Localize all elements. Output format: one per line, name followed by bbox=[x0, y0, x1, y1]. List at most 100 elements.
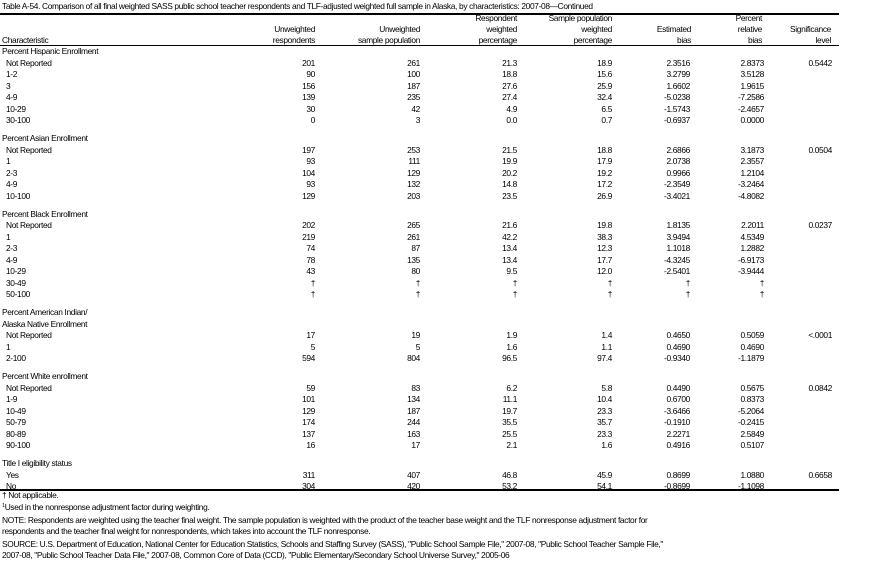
table-row: 2-3 74 87 13.4 12.3 1.1018 1.2882 bbox=[0, 243, 889, 255]
cell-unweighted-respondents: 129 bbox=[302, 405, 315, 416]
table-row: 10-29 30 42 4.9 6.5 -1.5743 -2.4657 bbox=[0, 104, 889, 116]
cell-sample-weighted-pct: 1.1 bbox=[601, 341, 612, 352]
cell-estimated-bias: 0.8699 bbox=[666, 469, 690, 480]
group-header-row: Title I eligibility status bbox=[0, 458, 889, 470]
cell-unweighted-sample: 187 bbox=[407, 405, 420, 416]
cell-relative-bias: 2.3557 bbox=[740, 156, 764, 166]
cell-respondent-weighted-pct: 13.4 bbox=[502, 254, 517, 265]
cell-respondent-weighted-pct: † bbox=[512, 289, 518, 299]
cell-sample-weighted-pct: 19.8 bbox=[597, 220, 612, 230]
cell-estimated-bias: 0.4690 bbox=[666, 341, 690, 352]
row-label: 2-100 bbox=[6, 353, 26, 363]
cell-unweighted-respondents: 0 bbox=[310, 115, 316, 125]
table-row: 10-100 129 203 23.5 26.9 -3.4021 -4.8082 bbox=[0, 191, 889, 203]
cell-respondent-weighted-pct: 53.2 bbox=[502, 481, 517, 491]
cell-respondent-weighted-pct: 6.2 bbox=[506, 382, 517, 393]
header-sample-weighted: Sample population weighted percentage bbox=[548, 13, 613, 46]
cell-relative-bias: -1.1879 bbox=[738, 353, 764, 363]
header-text: Unweighted bbox=[274, 24, 315, 34]
cell-sample-weighted-pct: 19.2 bbox=[597, 167, 612, 178]
row-label: Not Reported bbox=[6, 57, 52, 68]
table-row: Not Reported 17 19 1.9 1.4 0.4650 0.5059 <.0001 bbox=[0, 330, 889, 342]
cell-sample-weighted-pct: 18.8 bbox=[597, 144, 612, 155]
cell-relative-bias: 1.2104 bbox=[740, 167, 764, 178]
note-line-2: respondents and the teacher final weight… bbox=[2, 526, 371, 536]
cell-relative-bias: 0.0000 bbox=[740, 115, 764, 125]
cell-unweighted-respondents: 219 bbox=[302, 231, 315, 242]
cell-unweighted-respondents: 78 bbox=[306, 254, 315, 265]
cell-unweighted-respondents: 59 bbox=[306, 382, 315, 393]
cell-estimated-bias: -2.5401 bbox=[664, 266, 690, 276]
top-rule bbox=[0, 13, 839, 15]
footnote-text: Used in the nonresponse adjustment facto… bbox=[4, 502, 210, 512]
cell-estimated-bias: 1.1018 bbox=[666, 243, 690, 253]
cell-relative-bias: -4.8082 bbox=[738, 190, 764, 201]
header-text: Sample population bbox=[548, 13, 613, 23]
cell-respondent-weighted-pct: 1.9 bbox=[506, 330, 517, 340]
cell-estimated-bias: † bbox=[685, 289, 691, 299]
header-text: bias bbox=[748, 35, 762, 45]
cell-sample-weighted-pct: 17.9 bbox=[597, 156, 612, 166]
cell-respondent-weighted-pct: 46.8 bbox=[502, 469, 517, 480]
cell-unweighted-sample: 132 bbox=[407, 179, 420, 189]
cell-relative-bias: -5.2064 bbox=[738, 405, 764, 416]
cell-respondent-weighted-pct: 18.8 bbox=[502, 69, 517, 79]
row-label: 1 bbox=[6, 231, 11, 242]
group-header-row: Percent Black Enrollment bbox=[0, 209, 889, 221]
cell-unweighted-respondents: 129 bbox=[302, 190, 315, 201]
table-row: 50-100 † † † † † † bbox=[0, 289, 889, 301]
cell-relative-bias: 1.9615 bbox=[740, 80, 764, 91]
cell-sample-weighted-pct: 23.3 bbox=[597, 405, 612, 416]
cell-respondent-weighted-pct: 25.5 bbox=[502, 428, 517, 439]
cell-unweighted-respondents: 594 bbox=[302, 353, 315, 363]
cell-unweighted-sample: 163 bbox=[407, 428, 420, 439]
header-text: bias bbox=[677, 35, 691, 45]
header-estimated-bias: Estimated bias bbox=[657, 14, 691, 46]
group-label: Alaska Native Enrollment bbox=[2, 318, 88, 329]
cell-sample-weighted-pct: 54.1 bbox=[597, 481, 612, 491]
row-label: Yes bbox=[6, 469, 19, 480]
cell-relative-bias: † bbox=[759, 289, 765, 299]
cell-relative-bias: 0.8373 bbox=[740, 394, 764, 404]
cell-unweighted-sample: 87 bbox=[411, 243, 420, 253]
cell-unweighted-respondents: 156 bbox=[302, 80, 315, 91]
table-row: 30-100 0 3 0.0 0.7 -0.6937 0.0000 bbox=[0, 115, 889, 127]
cell-relative-bias: -1.1098 bbox=[738, 481, 764, 491]
cell-unweighted-respondents: 93 bbox=[306, 156, 315, 166]
cell-unweighted-respondents: 174 bbox=[302, 417, 315, 427]
table-body: Percent Hispanic Enrollment Not Reported 2… bbox=[0, 46, 889, 493]
cell-respondent-weighted-pct: 21.6 bbox=[502, 220, 517, 230]
header-text: percentage bbox=[573, 35, 613, 45]
cell-relative-bias: 0.5059 bbox=[740, 330, 764, 340]
row-label: 10-29 bbox=[6, 266, 26, 276]
cell-sample-weighted-pct: † bbox=[607, 289, 613, 299]
cell-unweighted-sample: 83 bbox=[411, 382, 420, 393]
cell-respondent-weighted-pct: 42.2 bbox=[502, 231, 517, 242]
cell-relative-bias: 0.5675 bbox=[740, 382, 764, 393]
cell-relative-bias: 2.5849 bbox=[740, 428, 764, 439]
cell-respondent-weighted-pct: 21.5 bbox=[502, 144, 517, 155]
cell-estimated-bias: -0.9340 bbox=[664, 353, 690, 363]
header-text: Characteristic bbox=[2, 35, 49, 45]
table-row: No 304 420 53.2 54.1 -0.8699 -1.1098 bbox=[0, 481, 889, 493]
cell-unweighted-sample: 19 bbox=[411, 330, 420, 340]
cell-sample-weighted-pct: 12.3 bbox=[597, 243, 612, 253]
cell-sample-weighted-pct: 17.7 bbox=[597, 254, 612, 265]
cell-respondent-weighted-pct: 11.1 bbox=[502, 394, 518, 404]
cell-unweighted-respondents: 101 bbox=[302, 394, 315, 404]
cell-sample-weighted-pct: 26.9 bbox=[597, 190, 612, 201]
cell-respondent-weighted-pct: 14.8 bbox=[502, 179, 517, 189]
cell-estimated-bias: 2.2271 bbox=[666, 428, 690, 439]
group-label: Percent White enrollment bbox=[2, 371, 88, 381]
cell-unweighted-respondents: 304 bbox=[302, 481, 315, 491]
cell-estimated-bias: 3.2799 bbox=[666, 69, 690, 79]
header-respondent-weighted: Respondent weighted percentage bbox=[475, 13, 517, 46]
cell-sample-weighted-pct: 45.9 bbox=[597, 469, 612, 480]
cell-sample-weighted-pct: 35.7 bbox=[597, 417, 612, 427]
group-header-row: Alaska Native Enrollment bbox=[0, 319, 889, 331]
cell-unweighted-respondents: 201 bbox=[302, 57, 315, 68]
cell-sample-weighted-pct: 6.5 bbox=[601, 103, 612, 114]
cell-sample-weighted-pct: 23.3 bbox=[597, 428, 612, 439]
cell-unweighted-respondents: 93 bbox=[306, 179, 315, 189]
group-label: Percent Asian Enrollment bbox=[2, 133, 88, 143]
